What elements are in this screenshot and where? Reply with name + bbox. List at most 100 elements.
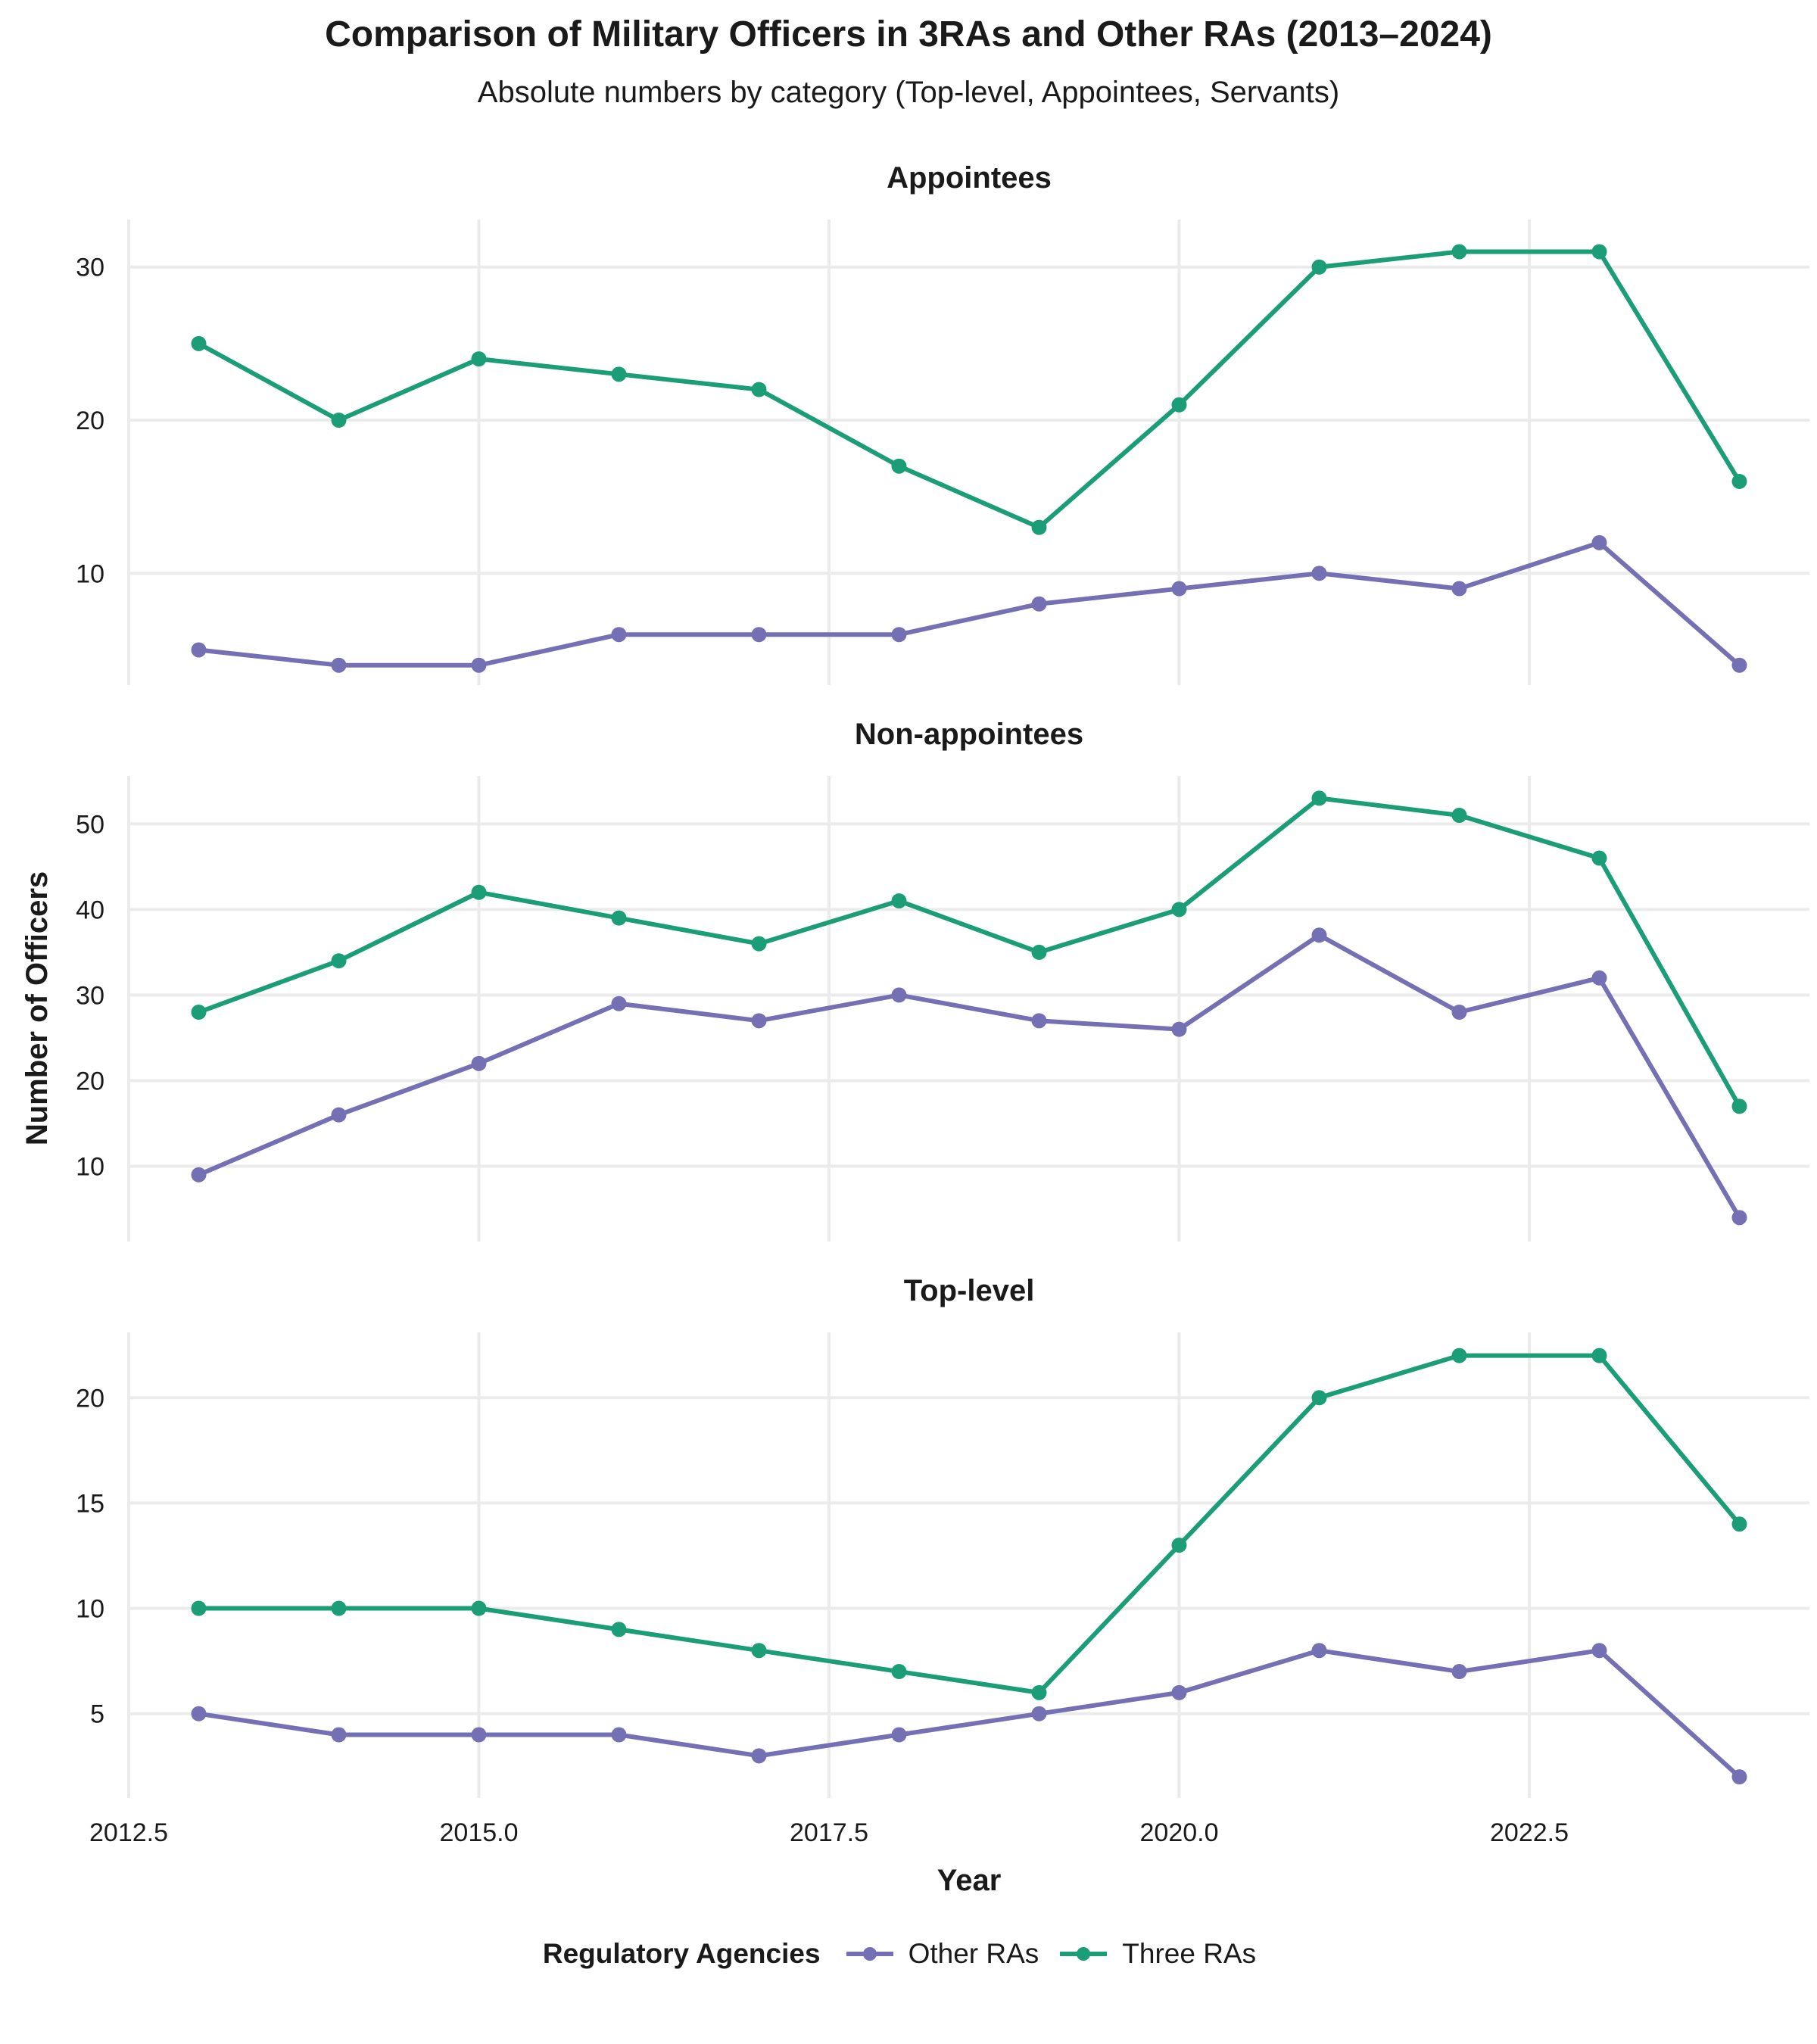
data-point-three-ras xyxy=(1171,397,1187,413)
data-point-other-ras xyxy=(331,657,347,673)
data-point-other-ras xyxy=(1031,596,1047,612)
y-tick-label: 20 xyxy=(76,1384,104,1413)
data-point-other-ras xyxy=(1031,1706,1047,1722)
data-point-three-ras xyxy=(1031,944,1047,960)
data-point-other-ras xyxy=(1591,534,1607,550)
data-point-three-ras xyxy=(1311,1390,1327,1406)
data-point-three-ras xyxy=(611,366,627,382)
data-point-other-ras xyxy=(1591,1643,1607,1659)
data-point-three-ras xyxy=(331,953,347,969)
data-point-three-ras xyxy=(331,1600,347,1616)
data-point-three-ras xyxy=(1591,850,1607,866)
data-point-other-ras xyxy=(751,627,767,643)
y-tick-label: 10 xyxy=(76,1595,104,1624)
x-tick-label: 2022.5 xyxy=(1490,1818,1569,1847)
y-axis-title: Number of Officers xyxy=(20,871,54,1145)
data-point-other-ras xyxy=(471,1727,487,1743)
data-point-other-ras xyxy=(1171,1684,1187,1700)
data-point-other-ras xyxy=(1031,1013,1047,1029)
x-tick-label: 2020.0 xyxy=(1140,1818,1219,1847)
series-line-three-ras xyxy=(196,249,1742,530)
facet-title-top-level: Top-level xyxy=(904,1274,1035,1307)
y-tick-label: 30 xyxy=(76,981,104,1010)
data-point-other-ras xyxy=(1451,1664,1467,1680)
data-point-three-ras xyxy=(611,1622,627,1637)
data-point-other-ras xyxy=(1171,1021,1187,1037)
data-point-three-ras xyxy=(191,335,207,351)
x-axis-title: Year xyxy=(937,1864,1002,1897)
data-point-other-ras xyxy=(1311,1643,1327,1659)
data-point-three-ras xyxy=(471,351,487,367)
data-point-three-ras xyxy=(331,413,347,428)
faceted-line-chart: 10 20 30 Appointees 10 20 30 40 50 Non-appointees… xyxy=(20,161,1809,1897)
data-point-three-ras xyxy=(1031,1684,1047,1700)
data-point-other-ras xyxy=(331,1107,347,1123)
data-point-other-ras xyxy=(1731,1769,1747,1785)
data-point-three-ras xyxy=(1311,790,1327,806)
data-point-three-ras xyxy=(1451,808,1467,824)
legend-label-three-ras: Three RAs xyxy=(1122,1938,1257,1969)
data-point-other-ras xyxy=(191,1706,207,1722)
data-point-three-ras xyxy=(1451,244,1467,260)
data-point-other-ras xyxy=(891,987,907,1003)
data-point-three-ras xyxy=(751,382,767,397)
chart-title: Comparison of Military Officers in 3RAs … xyxy=(325,14,1492,55)
data-point-other-ras xyxy=(751,1748,767,1764)
data-point-other-ras xyxy=(611,627,627,643)
data-point-three-ras xyxy=(1731,1516,1747,1532)
data-point-three-ras xyxy=(751,936,767,952)
data-point-three-ras xyxy=(1731,1098,1747,1114)
data-point-three-ras xyxy=(191,1005,207,1020)
data-point-three-ras xyxy=(1451,1348,1467,1363)
data-point-other-ras xyxy=(1591,970,1607,986)
series-line-three-ras xyxy=(196,796,1742,1109)
data-point-three-ras xyxy=(1171,1538,1187,1553)
legend-item-three-ras: Three RAs xyxy=(1057,1938,1256,1970)
data-point-other-ras xyxy=(1451,1005,1467,1020)
legend-label-other-ras: Other RAs xyxy=(908,1938,1039,1969)
y-tick-label: 10 xyxy=(76,559,104,588)
data-point-other-ras xyxy=(471,657,487,673)
data-point-other-ras xyxy=(611,1727,627,1743)
chart-subtitle: Absolute numbers by category (Top-level,… xyxy=(477,76,1340,109)
data-point-three-ras xyxy=(891,893,907,909)
y-tick-label: 30 xyxy=(76,254,104,282)
data-point-other-ras xyxy=(891,1727,907,1743)
data-point-other-ras xyxy=(1311,566,1327,581)
y-tick-label: 15 xyxy=(76,1489,104,1518)
x-tick-label: 2012.5 xyxy=(89,1818,168,1847)
legend-title: Regulatory Agencies xyxy=(542,1938,821,1969)
series-line-other-ras xyxy=(196,933,1742,1220)
data-point-other-ras xyxy=(1311,927,1327,943)
facet-title-appointees: Appointees xyxy=(887,161,1052,195)
data-point-three-ras xyxy=(891,1664,907,1680)
y-tick-label: 40 xyxy=(76,896,104,924)
data-point-other-ras xyxy=(891,627,907,643)
data-point-other-ras xyxy=(471,1055,487,1071)
data-point-three-ras xyxy=(1591,244,1607,260)
data-point-three-ras xyxy=(611,910,627,926)
data-point-three-ras xyxy=(1731,473,1747,489)
series-line-three-ras xyxy=(196,1353,1742,1695)
x-tick-label: 2017.5 xyxy=(790,1818,868,1847)
data-point-other-ras xyxy=(1451,581,1467,597)
data-point-other-ras xyxy=(1731,1210,1747,1226)
y-tick-label: 10 xyxy=(76,1153,104,1182)
data-point-three-ras xyxy=(191,1600,207,1616)
legend-item-other-ras: Other RAs xyxy=(843,1938,1039,1970)
series-line-other-ras xyxy=(196,1648,1742,1780)
data-point-three-ras xyxy=(1311,259,1327,275)
data-point-other-ras xyxy=(751,1013,767,1029)
data-point-other-ras xyxy=(611,996,627,1011)
data-point-other-ras xyxy=(191,1167,207,1182)
data-point-other-ras xyxy=(191,642,207,658)
y-tick-label: 20 xyxy=(76,1067,104,1095)
data-point-three-ras xyxy=(471,884,487,900)
x-tick-label: 2015.0 xyxy=(440,1818,519,1847)
y-tick-label: 50 xyxy=(76,810,104,839)
data-point-three-ras xyxy=(1031,519,1047,535)
data-point-three-ras xyxy=(471,1600,487,1616)
data-point-three-ras xyxy=(1591,1348,1607,1363)
data-point-three-ras xyxy=(891,458,907,474)
legend-key-other-ras xyxy=(846,1947,893,1961)
